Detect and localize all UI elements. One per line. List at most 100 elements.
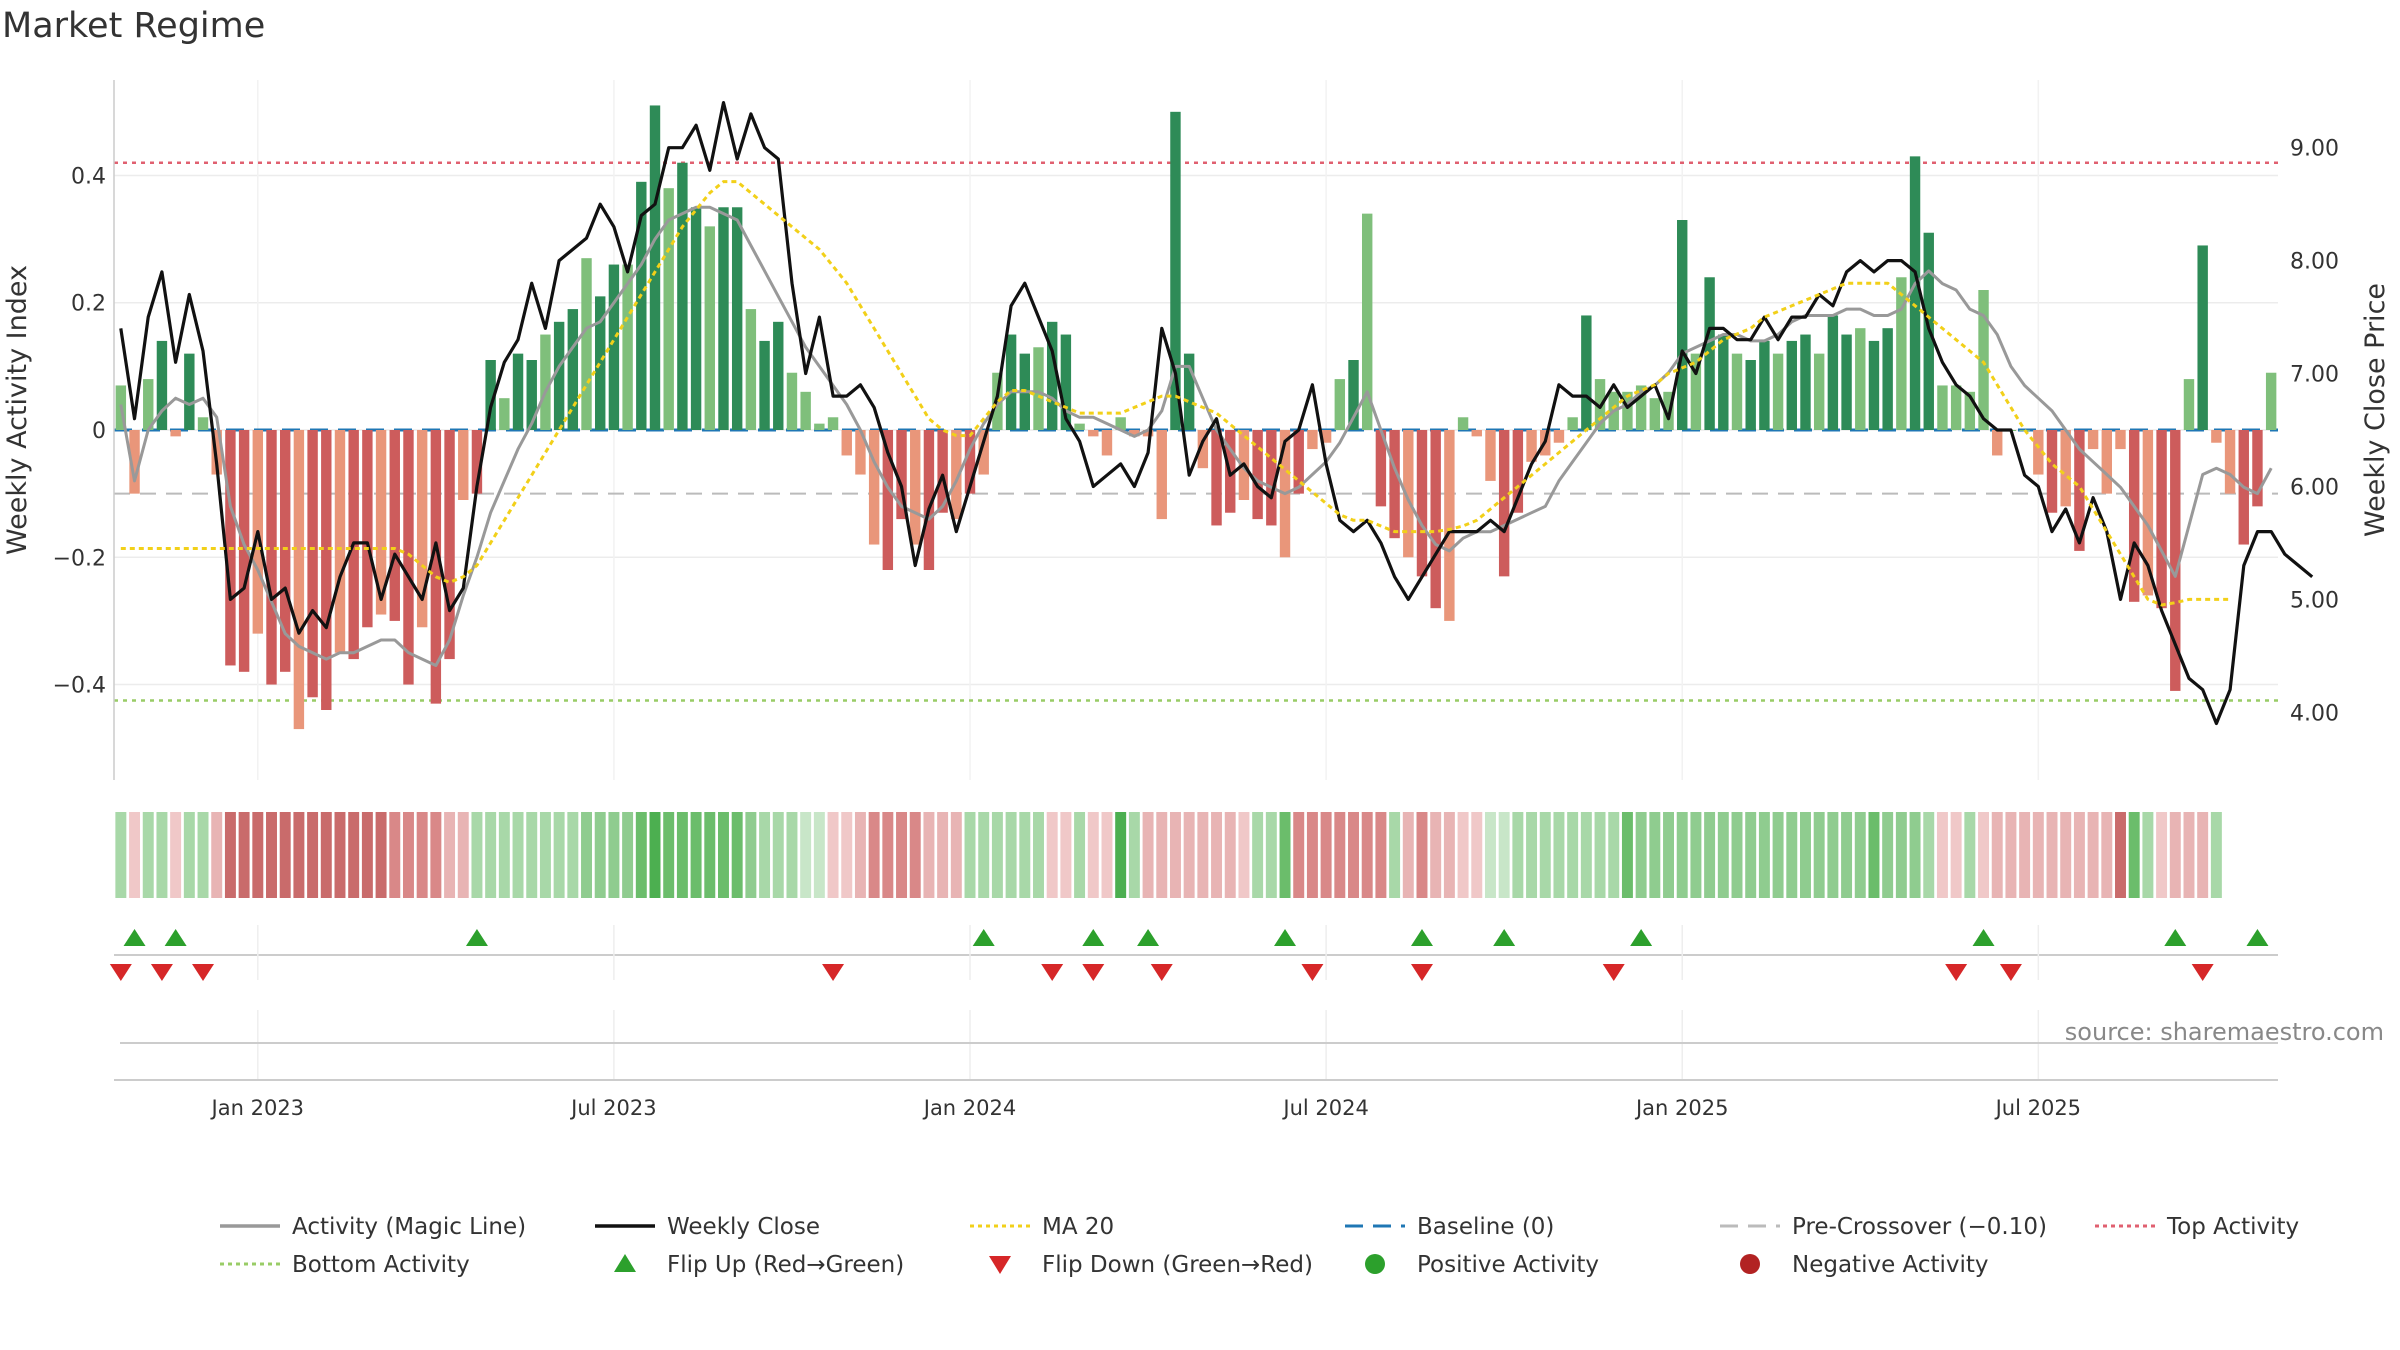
activity-bar xyxy=(1635,385,1647,430)
activity-bar xyxy=(1718,334,1729,430)
regime-strip-cell xyxy=(1471,812,1483,898)
activity-bar xyxy=(553,321,565,430)
regime-strip-cell xyxy=(1402,812,1414,898)
activity-bar xyxy=(2074,430,2085,551)
regime-strip-cell xyxy=(129,812,141,898)
regime-strip-cell xyxy=(1663,812,1674,898)
flip-up-marker xyxy=(1493,929,1516,946)
activity-bar xyxy=(1855,328,1866,430)
regime-strip-cell xyxy=(115,812,127,898)
regime-strip-cell xyxy=(252,812,264,898)
legend-swatch-triangle-up xyxy=(614,1254,636,1272)
regime-strip-cell xyxy=(1430,812,1442,898)
regime-strip-cell xyxy=(1936,812,1948,898)
activity-bar xyxy=(2128,430,2140,602)
regime-strip-cell xyxy=(1197,812,1209,898)
activity-bar xyxy=(1485,430,1496,481)
regime-strip-cell xyxy=(2210,812,2222,898)
flip-down-marker xyxy=(2191,964,2214,981)
regime-strip-cell xyxy=(786,812,798,898)
activity-bar xyxy=(1868,340,1880,430)
activity-bar xyxy=(416,430,428,628)
series-line-weekly-close xyxy=(119,100,2314,726)
regime-strip-cell xyxy=(923,812,935,898)
activity-bar xyxy=(1745,360,1756,430)
regime-strip-cell xyxy=(2101,812,2113,898)
regime-strip-cell xyxy=(1731,812,1743,898)
regime-strip-cell xyxy=(266,812,277,898)
regime-strip-cell xyxy=(841,812,853,898)
regime-strip-cell xyxy=(1882,812,1894,898)
regime-strip-cell xyxy=(676,812,688,898)
regime-strip-cell xyxy=(567,812,579,898)
regime-strip-cell xyxy=(1635,812,1647,898)
activity-bar xyxy=(2033,430,2044,475)
activity-bar xyxy=(2170,430,2181,691)
regime-strip-cell xyxy=(854,812,866,898)
regime-strip-cell xyxy=(1553,812,1565,898)
activity-bar xyxy=(1553,430,1565,443)
regime-strip-cell xyxy=(416,812,428,898)
activity-bar xyxy=(375,430,387,615)
x-tick-label: Jan 2025 xyxy=(1634,1096,1729,1120)
regime-strip-cell xyxy=(1484,812,1496,898)
y-right-tick-label: 5.00 xyxy=(2290,588,2339,613)
regime-strip-cell xyxy=(759,812,771,898)
legend-item: Pre-Crossover (−0.10) xyxy=(1720,1214,2047,1240)
legend-label: Weekly Close xyxy=(667,1214,820,1240)
activity-bar xyxy=(2142,430,2154,596)
activity-bar xyxy=(156,340,168,430)
regime-strip-cell xyxy=(471,812,483,898)
regime-strip-cell xyxy=(1841,812,1853,898)
regime-strip-cell xyxy=(1416,812,1428,898)
activity-bar xyxy=(841,430,852,456)
activity-bar xyxy=(1361,213,1373,430)
flip-down-marker xyxy=(1999,964,2022,981)
activity-bar xyxy=(2224,430,2236,494)
regime-strip-cell xyxy=(1704,812,1716,898)
activity-bar xyxy=(403,430,414,685)
activity-bar xyxy=(1170,111,1181,431)
regime-strip-cell xyxy=(950,812,962,898)
activity-bar xyxy=(868,430,880,545)
flip-up-marker xyxy=(1137,929,1160,946)
x-axis: Jan 2023 Jul 2023 Jan 2024 Jul 2024 Jan 2025… xyxy=(210,1096,2081,1120)
flip-up-marker xyxy=(1972,929,1995,946)
regime-strip-cell xyxy=(539,812,551,898)
flip-up-marker xyxy=(1082,929,1105,946)
activity-bar xyxy=(1252,430,1263,520)
regime-strip-cell xyxy=(2169,812,2181,898)
y-right-tick-label: 4.00 xyxy=(2290,701,2339,726)
regime-strip-cell xyxy=(224,812,236,898)
flip-up-marker xyxy=(972,929,995,946)
activity-bar xyxy=(1430,430,1441,609)
regime-strip-cell xyxy=(1621,812,1633,898)
regime-strip-cell xyxy=(704,812,716,898)
activity-bar xyxy=(1992,430,2003,456)
regime-strip-cell xyxy=(1265,812,1277,898)
activity-bar xyxy=(471,430,483,494)
activity-bar xyxy=(430,430,442,704)
activity-bar xyxy=(1526,430,1537,462)
activity-bar xyxy=(1088,430,1099,437)
x-tick-label: Jul 2024 xyxy=(1281,1096,1368,1120)
activity-bar xyxy=(1060,334,1072,430)
activity-bar xyxy=(1115,417,1126,430)
regime-strip-cell xyxy=(1060,812,1072,898)
activity-bar xyxy=(307,430,318,698)
activity-bar xyxy=(663,188,674,430)
y-right-tick-label: 8.00 xyxy=(2290,250,2339,275)
regime-strip-cell xyxy=(635,812,647,898)
regime-strip-cell xyxy=(361,812,373,898)
activity-bar xyxy=(1827,315,1839,430)
x-tick-label: Jan 2024 xyxy=(922,1096,1017,1120)
activity-bar xyxy=(690,207,702,430)
regime-strip-cell xyxy=(1443,812,1455,898)
activity-bar xyxy=(1622,391,1633,430)
x-tick-label: Jan 2023 xyxy=(210,1096,305,1120)
flip-down-marker xyxy=(192,964,215,981)
activity-bar xyxy=(731,207,743,430)
regime-strip-cell xyxy=(1964,812,1976,898)
